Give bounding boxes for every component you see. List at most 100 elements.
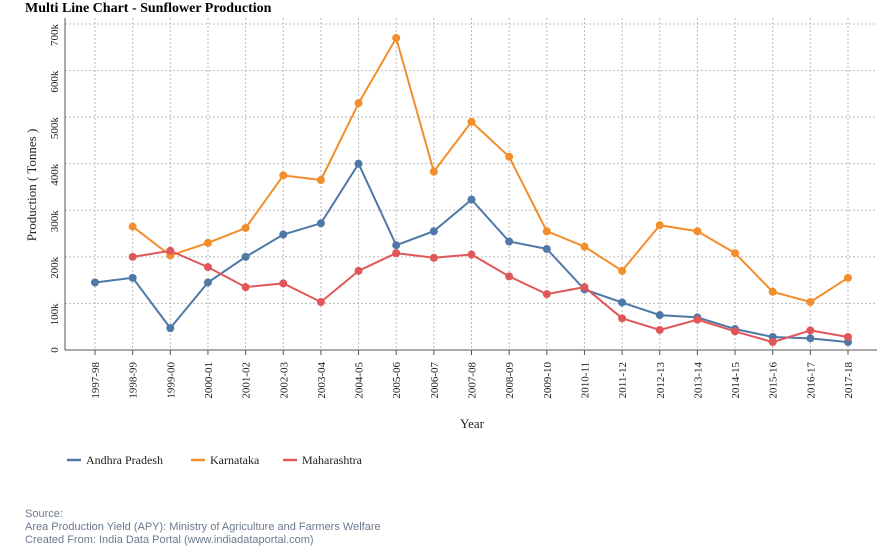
y-tick-label: 0	[49, 347, 61, 353]
x-tick-label: 1998-99	[128, 362, 140, 399]
y-tick-label: 200k	[49, 256, 61, 279]
data-point[interactable]	[241, 283, 250, 292]
data-point[interactable]	[655, 311, 664, 320]
data-point[interactable]	[203, 278, 212, 287]
x-axis-ticks: 1997-98 1998-99 1999-00 2000-01 2001-02 2002-…	[90, 350, 855, 399]
x-tick-label: 1997-98	[90, 362, 102, 399]
data-point[interactable]	[693, 227, 702, 236]
x-tick-label: 2012-13	[655, 362, 667, 399]
data-point[interactable]	[128, 222, 137, 231]
data-point[interactable]	[316, 176, 325, 185]
source-apy: Area Production Yield (APY): Ministry of…	[25, 521, 381, 533]
data-point[interactable]	[279, 279, 288, 288]
grid	[65, 18, 877, 350]
x-tick-label: 2008-09	[504, 362, 516, 399]
data-point[interactable]	[279, 230, 288, 239]
data-point[interactable]	[844, 332, 852, 341]
data-point[interactable]	[203, 263, 212, 272]
data-point[interactable]	[429, 253, 438, 262]
legend-label: Maharashtra	[302, 453, 363, 467]
data-point[interactable]	[166, 246, 175, 255]
y-tick-label: 500k	[49, 117, 61, 139]
x-tick-label: 2004-05	[354, 362, 366, 399]
x-tick-label: 2006-07	[429, 362, 441, 399]
series	[91, 33, 852, 347]
x-tick-label: 2007-08	[467, 362, 479, 399]
data-point[interactable]	[203, 238, 212, 247]
data-point[interactable]	[316, 219, 325, 228]
data-point[interactable]	[316, 298, 325, 307]
chart-title: Multi Line Chart - Sunflower Production	[25, 1, 272, 16]
source-label: Source:	[25, 508, 63, 520]
data-point[interactable]	[542, 290, 551, 299]
data-point[interactable]	[166, 324, 175, 333]
y-tick-label: 400k	[49, 163, 61, 186]
data-point[interactable]	[542, 227, 551, 236]
data-point[interactable]	[693, 315, 702, 324]
data-point[interactable]	[806, 326, 815, 335]
data-point[interactable]	[618, 266, 627, 275]
data-point[interactable]	[241, 223, 250, 232]
legend-item[interactable]: Andhra Pradesh	[67, 453, 163, 467]
x-tick-label: 2009-10	[542, 362, 554, 399]
data-point[interactable]	[580, 242, 589, 251]
data-point[interactable]	[354, 266, 363, 275]
y-axis-ticks: 0 100k 200k 300k 400k 500k 600k 700k	[49, 24, 61, 353]
data-point[interactable]	[542, 244, 551, 253]
x-axis-title: Year	[460, 416, 485, 431]
data-point[interactable]	[731, 249, 740, 258]
data-point[interactable]	[429, 227, 438, 236]
legend-item[interactable]: Maharashtra	[283, 453, 363, 467]
source-created-from: Created From: India Data Portal (www.ind…	[25, 534, 314, 546]
x-tick-label: 2013-14	[692, 362, 704, 399]
data-point[interactable]	[392, 241, 401, 250]
x-tick-label: 2015-16	[768, 362, 780, 399]
data-point[interactable]	[467, 117, 476, 126]
legend-item[interactable]: Karnataka	[191, 453, 260, 467]
data-point[interactable]	[91, 278, 99, 287]
legend: Andhra Pradesh Karnataka Maharashtra	[67, 453, 363, 467]
data-point[interactable]	[128, 252, 137, 261]
data-point[interactable]	[354, 159, 363, 168]
data-point[interactable]	[505, 272, 514, 281]
data-point[interactable]	[844, 273, 852, 282]
y-tick-label: 700k	[49, 24, 61, 47]
series-line	[132, 35, 849, 304]
y-tick-label: 600k	[49, 70, 61, 93]
source-note: Source: Area Production Yield (APY): Min…	[25, 508, 381, 547]
data-point[interactable]	[806, 334, 815, 343]
data-point[interactable]	[505, 237, 514, 246]
data-point[interactable]	[392, 33, 401, 42]
series-line	[132, 249, 849, 344]
data-point[interactable]	[768, 338, 777, 347]
data-point[interactable]	[467, 250, 476, 259]
data-point[interactable]	[655, 221, 664, 230]
x-tick-label: 2001-02	[241, 362, 253, 399]
data-point[interactable]	[429, 167, 438, 176]
x-tick-label: 2016-17	[805, 362, 817, 399]
data-point[interactable]	[392, 249, 401, 258]
y-axis-title: Production ( Tonnes )	[24, 129, 39, 242]
legend-label: Andhra Pradesh	[86, 453, 163, 467]
data-point[interactable]	[354, 99, 363, 108]
data-point[interactable]	[505, 152, 514, 161]
data-point[interactable]	[128, 273, 137, 282]
data-point[interactable]	[768, 287, 777, 296]
x-tick-label: 1999-00	[165, 362, 177, 399]
data-point[interactable]	[618, 298, 627, 307]
data-point[interactable]	[806, 298, 815, 307]
data-point[interactable]	[580, 283, 589, 292]
y-tick-label: 300k	[49, 210, 61, 233]
data-point[interactable]	[655, 325, 664, 334]
x-tick-label: 2014-15	[730, 362, 742, 399]
data-point[interactable]	[618, 314, 627, 323]
data-point[interactable]	[279, 171, 288, 180]
data-point[interactable]	[731, 327, 740, 336]
data-point[interactable]	[467, 195, 476, 204]
x-tick-label: 2011-12	[617, 362, 629, 398]
data-point[interactable]	[241, 252, 250, 261]
x-tick-label: 2003-04	[316, 362, 328, 399]
y-tick-label: 100k	[49, 303, 61, 326]
series-maharashtra	[128, 246, 852, 347]
x-tick-label: 2005-06	[391, 362, 403, 399]
